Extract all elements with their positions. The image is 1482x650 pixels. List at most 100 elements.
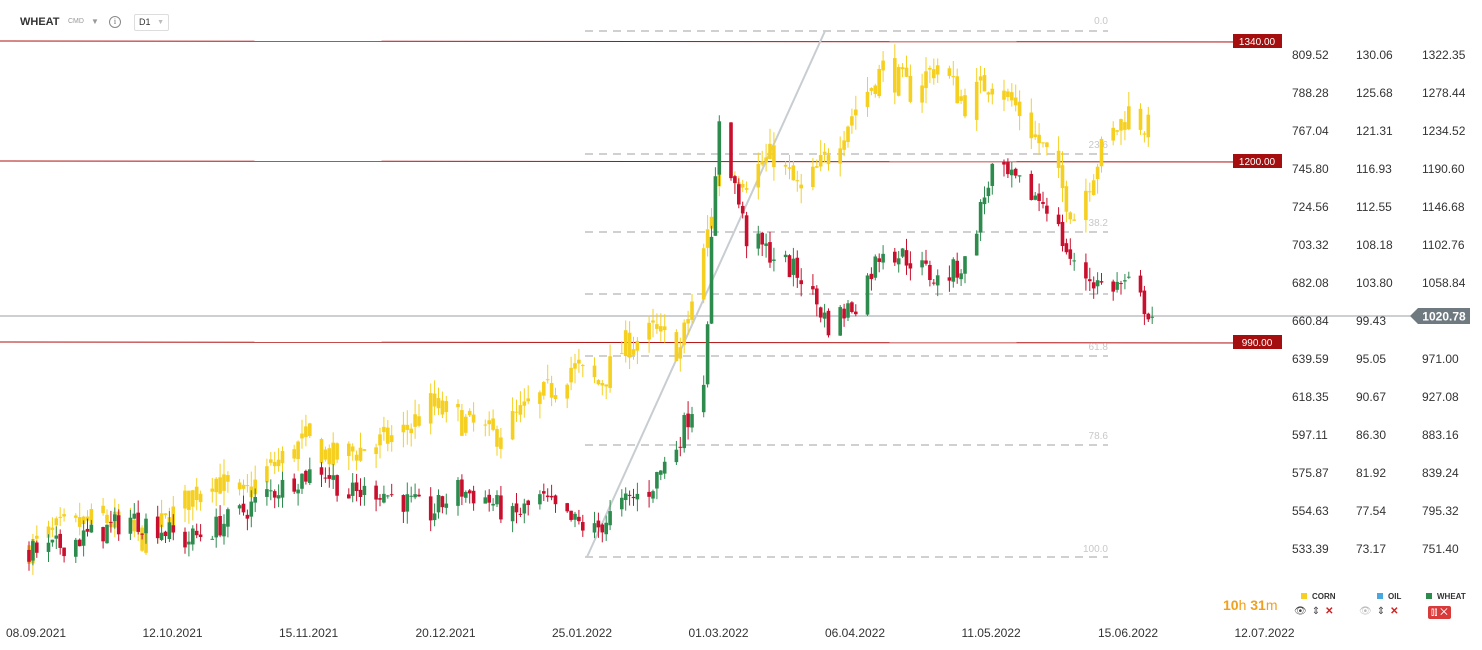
- corn-candle: [705, 229, 710, 248]
- wheat-candle: [417, 494, 421, 497]
- reorder-icon[interactable]: ⇕: [1311, 606, 1321, 617]
- wheat-candle: [253, 497, 257, 503]
- wheat-candle: [768, 242, 772, 263]
- oil-axis-tick: 682.08: [1292, 276, 1329, 290]
- close-icon[interactable]: ✕: [1390, 606, 1399, 617]
- close-icon[interactable]: ✕: [1325, 606, 1334, 617]
- candles-icon[interactable]: ⫾⫾ ✕: [1428, 606, 1451, 619]
- wheat-candle: [974, 233, 979, 256]
- wheat-candle: [928, 265, 932, 281]
- wheat-candle: [744, 215, 749, 247]
- wheat-candle: [31, 541, 35, 561]
- corn-candle: [163, 513, 168, 515]
- corn-candle: [795, 180, 800, 182]
- fib-trend-line: [586, 30, 826, 558]
- wheat-candle: [378, 498, 382, 500]
- corn-candle: [959, 96, 963, 101]
- corn-candle: [460, 410, 464, 436]
- wheat-candle: [740, 205, 745, 214]
- corn-candle: [1064, 186, 1069, 212]
- wheat-candle: [292, 478, 296, 492]
- corn-candle: [982, 75, 987, 92]
- corn-candle: [253, 479, 257, 495]
- corn-candle: [1006, 91, 1010, 97]
- wheat-candle: [163, 531, 168, 537]
- corn-candle: [678, 347, 683, 359]
- symbol-category: CMD: [68, 18, 84, 25]
- x-tick-label: 15.06.2022: [1098, 626, 1158, 640]
- wheat-candle: [323, 477, 328, 479]
- wheat-candle: [1006, 162, 1010, 175]
- corn-candle: [635, 340, 640, 351]
- corn-candle: [896, 67, 901, 96]
- corn-candle: [623, 330, 628, 357]
- corn-candle: [1002, 90, 1006, 100]
- current-price-tag-bg: [1410, 308, 1470, 324]
- wheat-candle: [327, 475, 332, 479]
- corn-candle: [932, 69, 936, 79]
- wheat-candle: [951, 259, 956, 282]
- corn-candle: [553, 395, 558, 400]
- wheat-axis-tick: 1190.60: [1422, 162, 1465, 176]
- wheat-candle: [623, 493, 628, 501]
- wheat-candle: [620, 497, 624, 510]
- wheat-candle: [1127, 276, 1131, 278]
- corn-candle: [764, 157, 768, 163]
- corn-candle: [1072, 219, 1076, 221]
- level-line-1200.00: [0, 160, 1283, 163]
- wheat-candle: [27, 549, 31, 562]
- corn-candle: [159, 513, 164, 528]
- corn-candle: [974, 81, 979, 120]
- wheat-candle: [690, 414, 694, 428]
- corn-candle: [358, 447, 363, 461]
- wheat-candle: [990, 163, 995, 186]
- corn-candle: [105, 514, 109, 524]
- wheat-candle: [296, 489, 300, 494]
- wheat-candle: [904, 250, 909, 266]
- corn-candle: [900, 67, 905, 70]
- eye-off-icon[interactable]: 👁: [1359, 606, 1372, 617]
- corn-candles: [27, 44, 1151, 575]
- symbol-dropdown-icon[interactable]: ▼: [91, 17, 99, 26]
- corn-axis-tick: 130.06: [1356, 48, 1393, 62]
- corn-candle: [265, 466, 269, 483]
- wheat-candle: [210, 538, 215, 540]
- wheat-candle: [842, 308, 846, 319]
- corn-candle: [362, 449, 367, 451]
- wheat-candle: [77, 539, 82, 547]
- wheat-candle: [432, 513, 437, 521]
- wheat-candle: [729, 122, 733, 179]
- wheat-candle: [483, 497, 488, 504]
- corn-candle: [226, 475, 230, 482]
- corn-candle: [655, 324, 659, 329]
- wheat-candle: [873, 256, 878, 278]
- wheat-candle: [1072, 260, 1076, 262]
- corn-candle: [1091, 180, 1096, 195]
- wheat-candle: [409, 495, 413, 497]
- corn-candle: [319, 438, 324, 464]
- wheat-candle: [1033, 195, 1037, 200]
- wheat-controls: ⫾⫾ ✕: [1428, 606, 1456, 620]
- corn-candle: [1017, 101, 1022, 117]
- corn-candle: [908, 75, 913, 102]
- corn-candle: [300, 433, 304, 439]
- wheat-candle: [900, 248, 905, 257]
- wheat-candle: [896, 258, 901, 265]
- info-icon[interactable]: i: [109, 16, 121, 28]
- wheat-candle: [908, 263, 913, 269]
- symbol-name[interactable]: WHEAT: [20, 16, 60, 28]
- level-tag-bg: [1233, 335, 1282, 349]
- wheat-candle: [58, 533, 62, 548]
- timeframe-select[interactable]: D1 ▼: [134, 14, 169, 31]
- reorder-icon[interactable]: ⇕: [1376, 606, 1386, 617]
- wheat-candle: [1045, 205, 1049, 214]
- corn-candle: [428, 393, 433, 424]
- corn-candle: [194, 486, 199, 501]
- corn-candle: [651, 320, 655, 323]
- wheat-candle: [386, 495, 390, 497]
- corn-candle: [46, 526, 51, 538]
- eye-icon[interactable]: 👁: [1294, 606, 1307, 617]
- fibonacci-retracement[interactable]: 0.0 23.6 38.2 61.8 78.6 100.0: [585, 16, 1108, 558]
- corn-candle: [237, 482, 242, 490]
